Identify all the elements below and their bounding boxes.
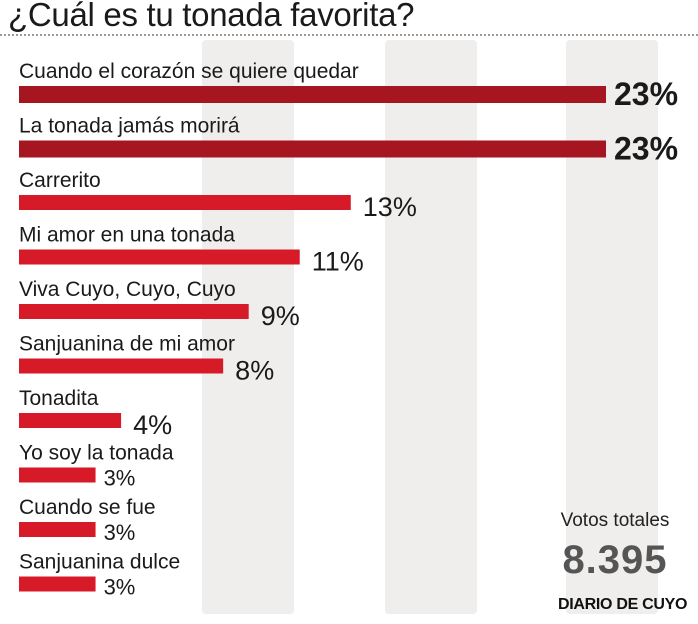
bar	[19, 413, 122, 428]
value-label: 4%	[133, 410, 172, 440]
category-label: Mi amor en una tonada	[19, 224, 235, 247]
background-bands	[202, 40, 658, 614]
category-label: La tonada jamás morirá	[19, 115, 240, 138]
source-label: DIARIO DE CUYO	[558, 596, 688, 613]
value-label: 9%	[261, 301, 300, 331]
category-label: Yo soy la tonada	[19, 442, 174, 465]
value-label: 13%	[363, 192, 417, 222]
total-votes-box: Votos totales 8.395	[545, 510, 685, 583]
bar	[19, 195, 351, 210]
value-label: 23%	[614, 76, 678, 112]
bar	[19, 304, 249, 319]
category-label: Viva Cuyo, Cuyo, Cuyo	[19, 278, 236, 301]
bar	[19, 576, 96, 592]
total-votes-value: 8.395	[562, 538, 668, 582]
background-band-2	[385, 40, 477, 614]
value-label: 23%	[614, 131, 678, 167]
value-label: 3%	[104, 466, 136, 491]
bar	[19, 358, 224, 374]
bar	[19, 467, 96, 483]
category-label: Sanjuanina de mi amor	[19, 333, 235, 356]
value-label: 11%	[312, 247, 364, 277]
chart-title: ¿Cuál es tu tonada favorita?	[8, 0, 415, 33]
title-divider	[0, 34, 698, 36]
labels: Cuando el corazón se quiere quedar 23% La …	[19, 60, 678, 600]
bars	[19, 86, 606, 592]
background-band-1	[202, 40, 294, 614]
value-label: 3%	[104, 575, 136, 600]
value-label: 3%	[104, 520, 136, 545]
background-band-3	[566, 40, 658, 614]
category-label: Tonadita	[19, 387, 99, 410]
category-label: Carrerito	[19, 169, 101, 192]
bar	[19, 140, 606, 158]
bar	[19, 249, 300, 265]
category-label: Sanjuanina dulce	[19, 551, 180, 574]
bar	[19, 86, 606, 103]
bar	[19, 522, 96, 537]
category-label: Cuando se fue	[19, 496, 156, 519]
total-votes-label: Votos totales	[560, 510, 670, 531]
category-label: Cuando el corazón se quiere quedar	[19, 60, 359, 83]
value-label: 8%	[235, 356, 274, 386]
